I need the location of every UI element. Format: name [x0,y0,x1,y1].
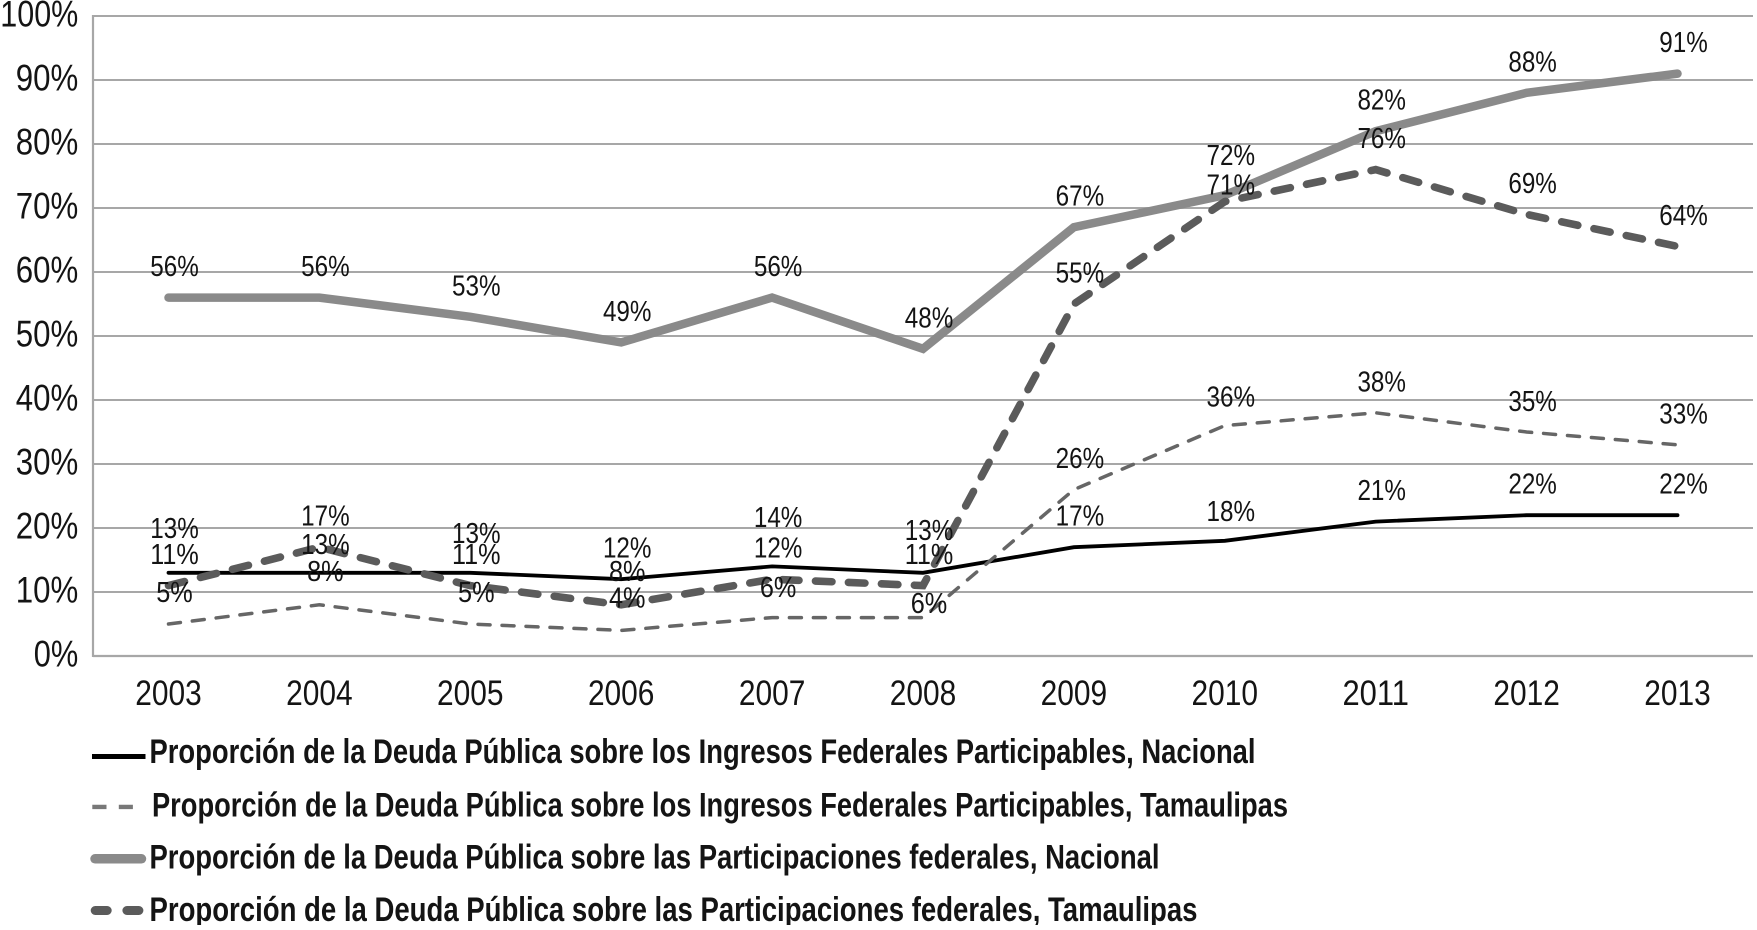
svg-text:11%: 11% [452,539,501,571]
svg-text:36%: 36% [1207,382,1256,414]
svg-text:Proporción de la Deuda Pública: Proporción de la Deuda Pública sobre los… [152,787,1288,825]
svg-text:11%: 11% [150,539,199,571]
svg-text:21%: 21% [1357,475,1406,507]
svg-text:76%: 76% [1357,123,1406,155]
svg-text:60%: 60% [16,250,79,291]
svg-text:2010: 2010 [1192,674,1259,713]
svg-text:2007: 2007 [739,674,806,713]
svg-text:53%: 53% [452,270,501,302]
svg-text:2003: 2003 [135,674,202,713]
svg-text:12%: 12% [754,533,803,565]
svg-text:38%: 38% [1357,366,1406,398]
svg-text:14%: 14% [754,502,803,534]
svg-text:0%: 0% [34,634,79,675]
svg-text:18%: 18% [1207,496,1256,528]
svg-text:30%: 30% [16,442,79,483]
svg-text:80%: 80% [16,122,79,163]
svg-text:72%: 72% [1207,140,1256,172]
svg-text:17%: 17% [301,501,350,533]
svg-text:2013: 2013 [1644,674,1711,713]
svg-text:6%: 6% [760,572,797,604]
svg-text:4%: 4% [609,583,646,615]
svg-text:64%: 64% [1659,200,1708,232]
svg-text:35%: 35% [1508,386,1557,418]
svg-text:82%: 82% [1357,85,1406,117]
svg-text:6%: 6% [911,588,948,620]
svg-text:Proporción de la Deuda Pública: Proporción de la Deuda Pública sobre las… [150,839,1160,877]
svg-text:91%: 91% [1659,27,1708,59]
svg-text:2009: 2009 [1041,674,1108,713]
svg-text:100%: 100% [0,0,78,35]
svg-text:56%: 56% [150,251,199,283]
svg-text:17%: 17% [1056,501,1105,533]
svg-text:26%: 26% [1056,443,1105,475]
svg-text:69%: 69% [1508,168,1557,200]
svg-text:8%: 8% [609,556,646,588]
svg-text:50%: 50% [16,314,79,355]
svg-text:2006: 2006 [588,674,655,713]
svg-text:8%: 8% [307,556,344,588]
svg-text:13%: 13% [905,515,954,547]
svg-text:Proporción de la Deuda Pública: Proporción de la Deuda Pública sobre los… [150,733,1256,771]
svg-text:71%: 71% [1207,170,1256,202]
svg-text:12%: 12% [603,533,652,565]
svg-text:5%: 5% [458,577,495,609]
svg-text:11%: 11% [905,539,954,571]
svg-text:67%: 67% [1056,181,1105,213]
svg-text:56%: 56% [301,251,350,283]
svg-text:70%: 70% [16,186,79,227]
svg-text:Proporción de la Deuda Pública: Proporción de la Deuda Pública sobre las… [150,891,1198,925]
svg-text:2004: 2004 [286,674,353,713]
svg-text:22%: 22% [1508,469,1557,501]
svg-text:13%: 13% [452,518,501,550]
svg-text:5%: 5% [156,577,193,609]
svg-text:56%: 56% [754,251,803,283]
svg-text:13%: 13% [301,529,350,561]
svg-text:2008: 2008 [890,674,957,713]
svg-text:10%: 10% [16,570,79,611]
svg-text:88%: 88% [1508,46,1557,78]
svg-text:20%: 20% [16,506,79,547]
svg-text:48%: 48% [905,302,954,334]
svg-text:90%: 90% [16,58,79,99]
svg-text:33%: 33% [1659,398,1708,430]
svg-text:2005: 2005 [437,674,504,713]
svg-text:2012: 2012 [1493,674,1560,713]
svg-text:40%: 40% [16,378,79,419]
svg-text:55%: 55% [1056,258,1105,290]
svg-text:2011: 2011 [1342,674,1409,713]
svg-text:22%: 22% [1659,469,1708,501]
svg-text:13%: 13% [150,513,199,545]
svg-text:49%: 49% [603,296,652,328]
